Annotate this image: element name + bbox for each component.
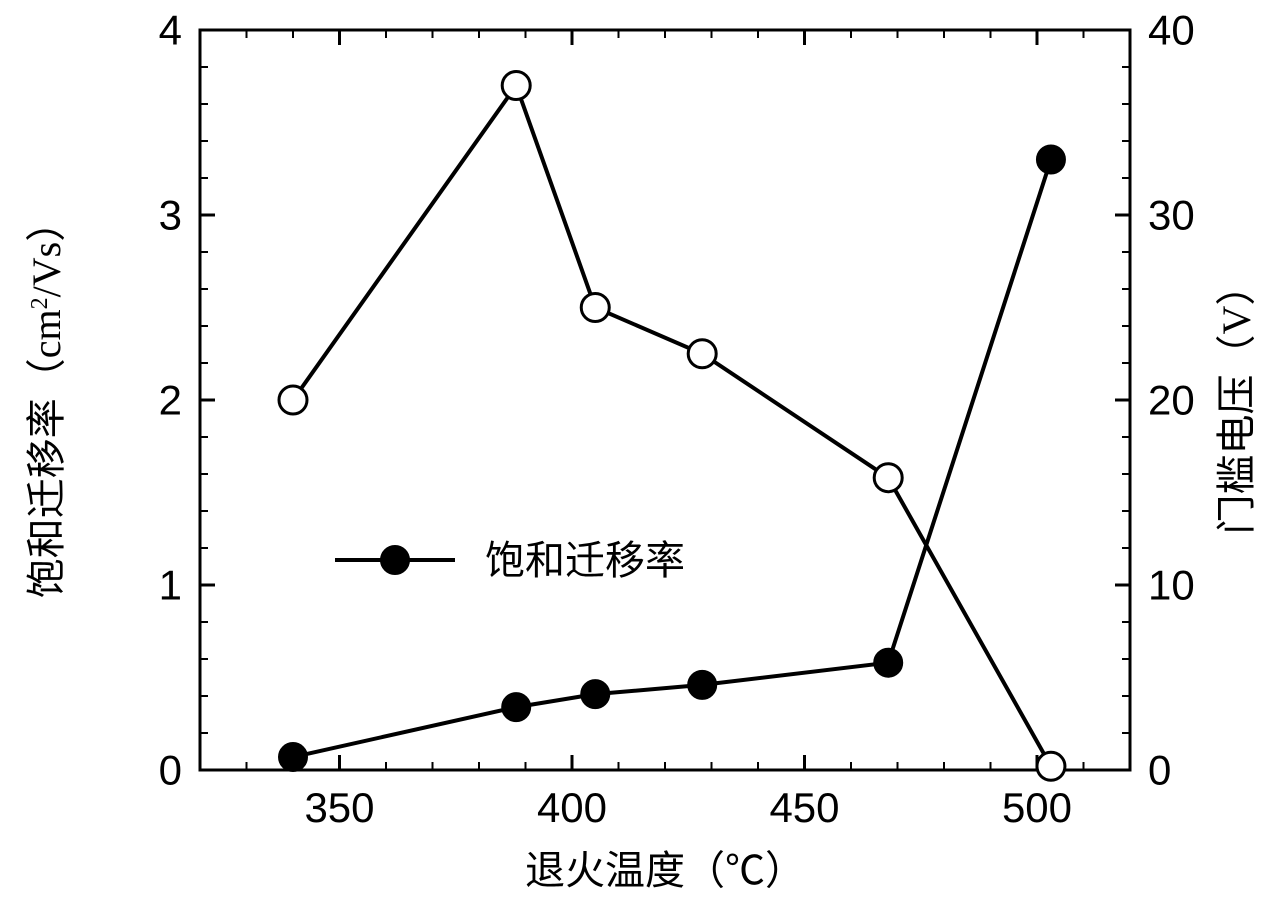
marker-threshold_voltage — [1037, 752, 1065, 780]
yl-axis-label-sup: 2 — [27, 297, 53, 309]
x-tick-label: 450 — [769, 784, 839, 831]
yr-axis-label: 门槛电压（V） — [1214, 266, 1259, 535]
marker-saturation_mobility — [1037, 146, 1065, 174]
marker-threshold_voltage — [581, 294, 609, 322]
yl-tick-label: 2 — [159, 377, 182, 424]
yl-axis-label-part1: 饱和迁移率（cm — [24, 309, 69, 598]
marker-saturation_mobility — [279, 743, 307, 771]
chart-container: 35040045050001234010203040饱和迁移率退火温度（℃）饱和… — [0, 0, 1280, 904]
yl-tick-label: 3 — [159, 192, 182, 239]
marker-saturation_mobility — [688, 671, 716, 699]
marker-threshold_voltage — [279, 386, 307, 414]
yr-tick-label: 20 — [1148, 377, 1195, 424]
marker-saturation_mobility — [581, 680, 609, 708]
yl-tick-label: 4 — [159, 7, 182, 54]
marker-saturation_mobility — [502, 693, 530, 721]
yl-tick-label: 0 — [159, 747, 182, 794]
legend-label: 饱和迁移率 — [485, 538, 685, 583]
marker-threshold_voltage — [874, 464, 902, 492]
yr-tick-label: 30 — [1148, 192, 1195, 239]
x-tick-label: 400 — [537, 784, 607, 831]
yl-tick-label: 1 — [159, 562, 182, 609]
yr-tick-label: 40 — [1148, 7, 1195, 54]
marker-threshold_voltage — [688, 340, 716, 368]
marker-threshold_voltage — [502, 72, 530, 100]
chart-bg — [0, 0, 1280, 904]
yl-axis-label-group: 饱和迁移率（cm2/Vs） — [24, 202, 69, 598]
x-axis-label: 退火温度（℃） — [525, 848, 805, 893]
legend-marker — [381, 546, 409, 574]
yr-tick-label: 0 — [1148, 747, 1171, 794]
yl-axis-label: 饱和迁移率（cm2/Vs） — [24, 202, 69, 598]
x-tick-label: 350 — [304, 784, 374, 831]
yr-tick-label: 10 — [1148, 562, 1195, 609]
yl-axis-label-part2: /Vs） — [24, 202, 69, 298]
dual-axis-line-chart: 35040045050001234010203040饱和迁移率退火温度（℃）饱和… — [0, 0, 1280, 904]
marker-saturation_mobility — [874, 649, 902, 677]
x-tick-label: 500 — [1002, 784, 1072, 831]
